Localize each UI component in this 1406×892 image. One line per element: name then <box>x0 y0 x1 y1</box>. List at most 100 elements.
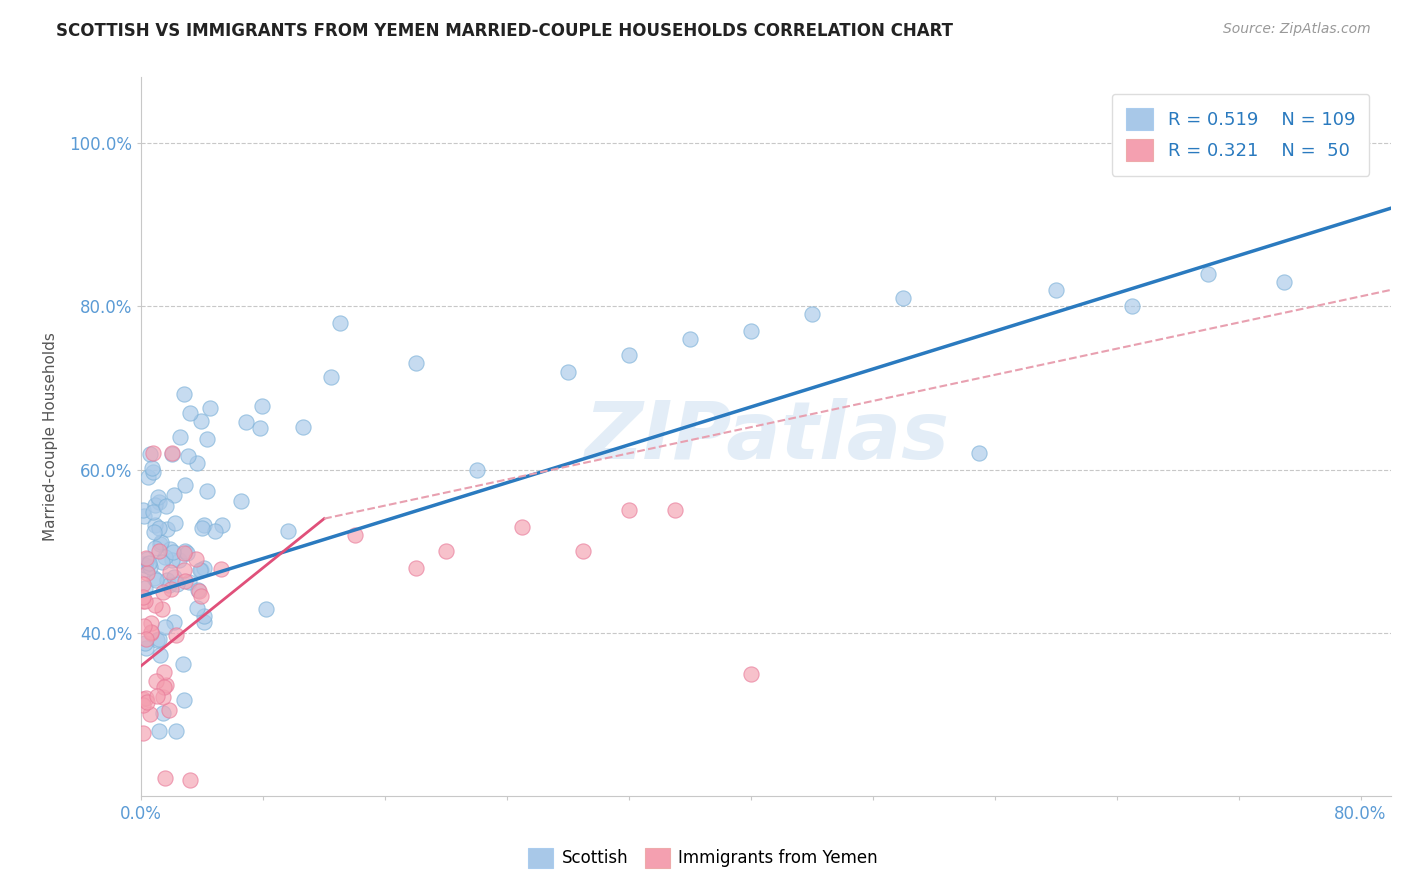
Point <box>664 503 686 517</box>
Legend: Scottish, Immigrants from Yemen: Scottish, Immigrants from Yemen <box>522 841 884 875</box>
Point <box>179 773 201 788</box>
Point <box>138 557 160 571</box>
Point <box>135 562 157 576</box>
Point <box>163 487 186 501</box>
Text: ZIPatlas: ZIPatlas <box>583 398 949 476</box>
Point <box>166 577 188 591</box>
Point <box>292 419 315 434</box>
Point <box>149 537 172 551</box>
Point <box>193 561 215 575</box>
Point <box>165 724 187 739</box>
Point <box>229 494 252 508</box>
Point <box>148 724 170 739</box>
Point <box>177 449 200 463</box>
Point <box>153 771 176 785</box>
Point <box>249 421 271 435</box>
Point <box>146 690 169 704</box>
Point <box>321 370 343 384</box>
Point <box>891 291 914 305</box>
Point <box>250 399 273 413</box>
Point <box>149 534 172 549</box>
Point <box>173 387 195 401</box>
Point <box>155 678 177 692</box>
Point <box>155 620 177 634</box>
Point <box>184 552 207 566</box>
Point <box>174 477 197 491</box>
Point <box>190 589 212 603</box>
Point <box>188 563 211 577</box>
Point <box>163 570 186 584</box>
Point <box>465 462 488 476</box>
Point <box>142 505 165 519</box>
Point <box>190 414 212 428</box>
Point <box>152 690 174 704</box>
Point <box>193 609 215 624</box>
Point <box>142 524 165 539</box>
Point <box>139 626 162 640</box>
Point <box>190 563 212 577</box>
Point <box>1197 267 1219 281</box>
Point <box>162 545 184 559</box>
Point <box>132 692 155 706</box>
Point <box>187 583 209 598</box>
Point <box>173 544 195 558</box>
Point <box>162 447 184 461</box>
Point <box>139 625 162 640</box>
Point <box>159 541 181 556</box>
Point <box>141 460 163 475</box>
Point <box>143 517 166 532</box>
Point <box>163 516 186 531</box>
Point <box>150 601 173 615</box>
Point <box>969 446 991 460</box>
Point <box>143 499 166 513</box>
Point <box>405 560 427 574</box>
Point <box>135 551 157 566</box>
Point <box>143 599 166 613</box>
Point <box>160 553 183 567</box>
Point <box>155 522 177 536</box>
Point <box>142 446 165 460</box>
Point <box>191 521 214 535</box>
Text: SCOTTISH VS IMMIGRANTS FROM YEMEN MARRIED-COUPLE HOUSEHOLDS CORRELATION CHART: SCOTTISH VS IMMIGRANTS FROM YEMEN MARRIE… <box>56 22 953 40</box>
Point <box>617 348 640 362</box>
Point <box>186 456 208 470</box>
Point <box>187 582 209 597</box>
Point <box>177 574 200 589</box>
Point <box>1045 283 1067 297</box>
Point <box>165 628 187 642</box>
Point <box>204 524 226 538</box>
Point <box>1272 275 1295 289</box>
Point <box>195 432 218 446</box>
Point <box>145 573 167 587</box>
Point <box>1121 299 1143 313</box>
Point <box>152 706 174 720</box>
Point <box>1350 136 1372 150</box>
Point <box>1350 136 1372 150</box>
Point <box>162 615 184 630</box>
Y-axis label: Married-couple Households: Married-couple Households <box>44 333 58 541</box>
Point <box>148 632 170 646</box>
Point <box>136 566 159 580</box>
Point <box>153 549 176 564</box>
Point <box>510 520 533 534</box>
Point <box>434 544 457 558</box>
Point <box>740 666 762 681</box>
Point <box>143 541 166 556</box>
Point <box>557 365 579 379</box>
Point <box>173 563 195 577</box>
Point <box>277 524 299 538</box>
Point <box>1350 136 1372 150</box>
Point <box>209 562 232 576</box>
Point <box>132 503 155 517</box>
Point <box>198 401 221 415</box>
Point <box>169 430 191 444</box>
Point <box>148 521 170 535</box>
Point <box>740 324 762 338</box>
Point <box>173 693 195 707</box>
Text: Source: ZipAtlas.com: Source: ZipAtlas.com <box>1223 22 1371 37</box>
Point <box>1350 136 1372 150</box>
Point <box>1350 136 1372 150</box>
Point <box>1334 136 1357 150</box>
Point <box>157 703 180 717</box>
Point <box>152 584 174 599</box>
